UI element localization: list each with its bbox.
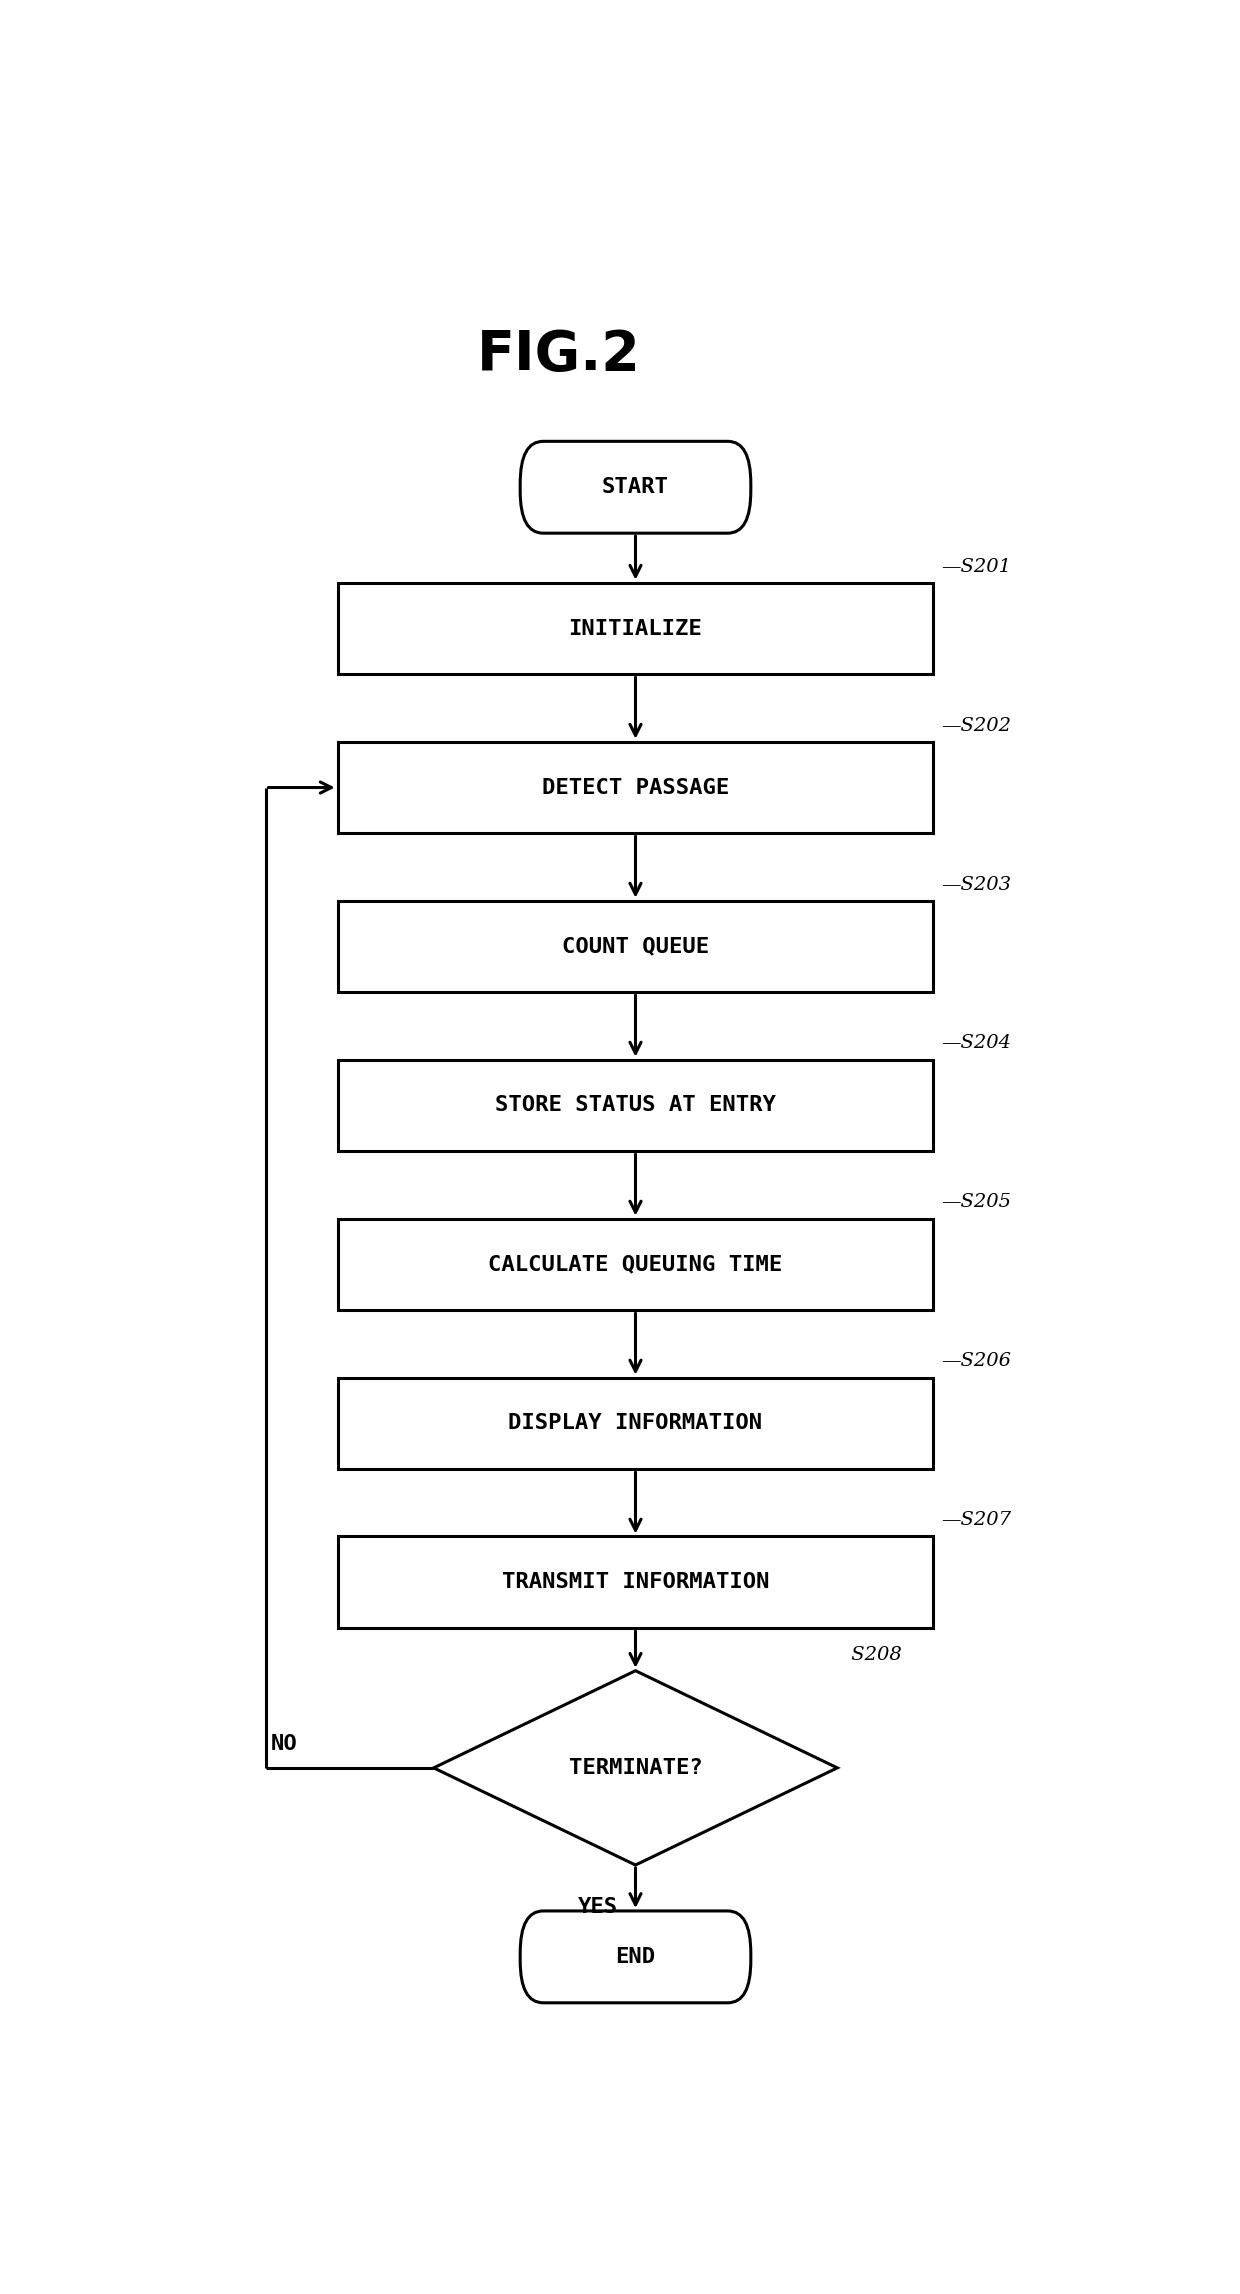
Text: DETECT PASSAGE: DETECT PASSAGE: [542, 778, 729, 798]
Text: STORE STATUS AT ENTRY: STORE STATUS AT ENTRY: [495, 1097, 776, 1115]
FancyBboxPatch shape: [337, 902, 934, 993]
Text: —S203: —S203: [941, 876, 1011, 892]
Text: FIG.2: FIG.2: [476, 328, 641, 381]
FancyBboxPatch shape: [521, 1911, 751, 2003]
FancyBboxPatch shape: [337, 741, 934, 833]
Text: CALCULATE QUEUING TIME: CALCULATE QUEUING TIME: [489, 1255, 782, 1275]
FancyBboxPatch shape: [337, 1537, 934, 1629]
FancyBboxPatch shape: [337, 583, 934, 674]
FancyBboxPatch shape: [521, 440, 751, 532]
Text: —S205: —S205: [941, 1193, 1011, 1211]
FancyBboxPatch shape: [337, 1060, 934, 1152]
Text: YES: YES: [578, 1897, 618, 1918]
FancyBboxPatch shape: [337, 1376, 934, 1470]
Text: S208: S208: [844, 1645, 901, 1663]
Text: DISPLAY INFORMATION: DISPLAY INFORMATION: [508, 1413, 763, 1434]
Text: —S207: —S207: [941, 1512, 1011, 1530]
Text: NO: NO: [270, 1734, 298, 1753]
Text: END: END: [615, 1948, 656, 1966]
FancyBboxPatch shape: [337, 1218, 934, 1310]
Text: TRANSMIT INFORMATION: TRANSMIT INFORMATION: [502, 1571, 769, 1592]
Text: COUNT QUEUE: COUNT QUEUE: [562, 936, 709, 957]
Text: —S202: —S202: [941, 716, 1011, 734]
Text: —S204: —S204: [941, 1035, 1011, 1053]
Text: —S201: —S201: [941, 557, 1011, 576]
Text: TERMINATE?: TERMINATE?: [569, 1757, 702, 1778]
Text: —S206: —S206: [941, 1353, 1011, 1370]
Polygon shape: [434, 1670, 837, 1865]
Text: START: START: [603, 477, 668, 498]
Text: INITIALIZE: INITIALIZE: [569, 619, 702, 638]
